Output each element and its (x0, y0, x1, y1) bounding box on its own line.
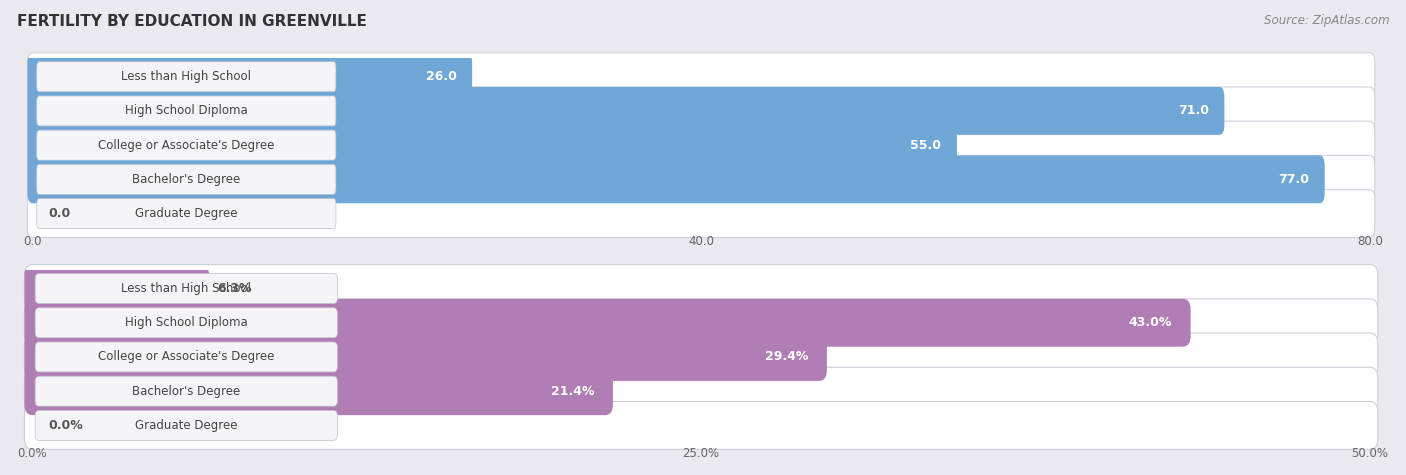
Text: Bachelor's Degree: Bachelor's Degree (132, 385, 240, 398)
FancyBboxPatch shape (24, 367, 613, 415)
Text: High School Diploma: High School Diploma (125, 316, 247, 329)
Text: 6.3%: 6.3% (217, 282, 252, 295)
FancyBboxPatch shape (37, 199, 336, 228)
Text: 43.0%: 43.0% (1129, 316, 1171, 329)
Text: 55.0: 55.0 (910, 139, 941, 152)
FancyBboxPatch shape (28, 53, 1375, 101)
FancyBboxPatch shape (24, 401, 1378, 449)
Text: FERTILITY BY EDUCATION IN GREENVILLE: FERTILITY BY EDUCATION IN GREENVILLE (17, 14, 367, 29)
FancyBboxPatch shape (28, 190, 1375, 238)
FancyBboxPatch shape (37, 164, 336, 194)
FancyBboxPatch shape (37, 130, 336, 160)
Text: Graduate Degree: Graduate Degree (135, 419, 238, 432)
FancyBboxPatch shape (37, 96, 336, 126)
Text: 29.4%: 29.4% (765, 351, 808, 363)
FancyBboxPatch shape (24, 333, 827, 381)
Text: 26.0: 26.0 (426, 70, 457, 83)
Text: 0.0: 0.0 (49, 207, 70, 220)
Text: 21.4%: 21.4% (551, 385, 595, 398)
Text: Less than High School: Less than High School (121, 70, 252, 83)
Text: High School Diploma: High School Diploma (125, 104, 247, 117)
Text: College or Associate's Degree: College or Associate's Degree (98, 139, 274, 152)
FancyBboxPatch shape (35, 376, 337, 406)
FancyBboxPatch shape (24, 299, 1191, 347)
FancyBboxPatch shape (28, 87, 1375, 135)
FancyBboxPatch shape (24, 299, 1378, 347)
Text: 77.0: 77.0 (1278, 173, 1309, 186)
Text: 0.0%: 0.0% (49, 419, 83, 432)
Text: Graduate Degree: Graduate Degree (135, 207, 238, 220)
Text: Bachelor's Degree: Bachelor's Degree (132, 173, 240, 186)
FancyBboxPatch shape (28, 155, 1324, 203)
FancyBboxPatch shape (24, 333, 1378, 381)
FancyBboxPatch shape (35, 410, 337, 440)
FancyBboxPatch shape (37, 62, 336, 92)
Text: College or Associate's Degree: College or Associate's Degree (98, 351, 274, 363)
FancyBboxPatch shape (28, 53, 472, 101)
FancyBboxPatch shape (28, 121, 957, 169)
Text: Source: ZipAtlas.com: Source: ZipAtlas.com (1264, 14, 1389, 27)
FancyBboxPatch shape (35, 308, 337, 338)
FancyBboxPatch shape (28, 155, 1375, 203)
FancyBboxPatch shape (24, 367, 1378, 415)
FancyBboxPatch shape (24, 265, 1378, 313)
Text: Less than High School: Less than High School (121, 282, 252, 295)
FancyBboxPatch shape (24, 265, 209, 313)
FancyBboxPatch shape (28, 121, 1375, 169)
Text: 71.0: 71.0 (1178, 104, 1209, 117)
FancyBboxPatch shape (35, 342, 337, 372)
FancyBboxPatch shape (35, 274, 337, 304)
FancyBboxPatch shape (28, 87, 1225, 135)
